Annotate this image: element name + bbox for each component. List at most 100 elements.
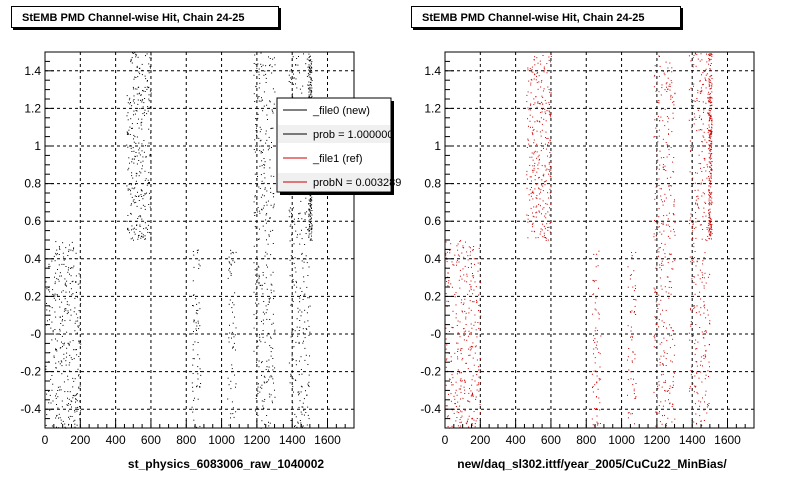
data-point	[665, 170, 667, 171]
data-point	[139, 226, 141, 227]
data-point	[711, 55, 713, 57]
data-point	[140, 172, 142, 174]
data-point	[669, 253, 671, 255]
data-point	[235, 349, 236, 351]
data-point	[665, 83, 667, 85]
data-point	[701, 141, 703, 143]
data-point	[478, 376, 480, 378]
data-point	[669, 85, 671, 87]
data-point	[695, 221, 697, 223]
data-point	[666, 340, 668, 342]
data-point	[310, 85, 312, 87]
data-point	[550, 204, 552, 205]
data-point	[232, 407, 234, 409]
data-point	[711, 119, 713, 121]
data-point	[303, 281, 305, 283]
data-point	[272, 313, 274, 315]
data-point	[710, 75, 712, 77]
data-point	[710, 194, 712, 195]
data-point	[450, 283, 452, 285]
data-point	[710, 192, 712, 194]
data-point	[661, 423, 663, 425]
data-point	[598, 379, 600, 381]
data-point	[660, 94, 662, 96]
data-point	[51, 321, 53, 323]
data-point	[456, 342, 458, 344]
data-point	[706, 227, 708, 228]
data-point	[297, 422, 299, 424]
data-point	[60, 323, 62, 324]
data-point	[134, 158, 135, 160]
data-point	[230, 388, 232, 390]
data-point	[132, 200, 134, 202]
data-point	[461, 415, 463, 417]
data-point	[460, 388, 461, 390]
data-point	[311, 198, 313, 200]
data-point	[261, 180, 263, 182]
x-tick-label: 0	[42, 433, 49, 447]
data-point	[708, 198, 710, 200]
data-point	[271, 72, 273, 74]
data-point	[59, 306, 61, 308]
data-point	[477, 384, 479, 386]
data-point	[131, 203, 132, 205]
data-point	[537, 156, 539, 158]
data-point	[291, 217, 293, 219]
data-point	[545, 217, 547, 219]
data-point	[658, 216, 660, 218]
data-point	[542, 200, 544, 202]
data-point	[709, 100, 711, 102]
data-point	[663, 350, 665, 352]
data-point	[476, 409, 478, 411]
data-point	[58, 417, 59, 419]
data-point	[691, 239, 693, 241]
data-point	[229, 332, 231, 334]
data-point	[701, 195, 703, 197]
data-point	[270, 347, 272, 348]
data-point	[465, 362, 467, 364]
data-point	[706, 331, 707, 333]
data-point	[473, 411, 475, 413]
data-point	[668, 184, 670, 186]
y-axis: -0.4-0.2-00.20.40.60.811.21.4	[20, 51, 54, 429]
data-point	[690, 151, 692, 152]
data-point	[473, 258, 475, 260]
data-point	[256, 67, 258, 69]
data-point	[710, 114, 712, 116]
data-point	[709, 196, 711, 198]
data-point	[258, 238, 260, 240]
data-point	[673, 214, 675, 215]
data-point	[192, 251, 194, 252]
data-point	[478, 310, 479, 312]
data-point	[664, 74, 666, 76]
data-point	[310, 205, 312, 207]
data-point	[297, 421, 299, 423]
data-point	[258, 87, 260, 89]
data-point	[709, 273, 711, 275]
data-point	[64, 426, 66, 428]
data-point	[302, 85, 304, 87]
data-point	[662, 363, 664, 365]
data-point	[64, 308, 66, 310]
data-point	[264, 230, 266, 232]
data-point	[309, 214, 311, 216]
data-point	[264, 341, 266, 343]
data-point	[672, 161, 674, 163]
data-point	[701, 424, 703, 426]
data-point	[298, 406, 300, 408]
data-point	[531, 152, 533, 154]
data-point	[67, 391, 69, 393]
data-point	[265, 65, 267, 67]
data-point	[58, 280, 60, 282]
data-point	[458, 412, 460, 413]
data-point	[673, 205, 675, 207]
data-point	[293, 284, 295, 286]
data-point	[692, 335, 694, 337]
data-point	[711, 104, 713, 106]
data-point	[67, 255, 69, 256]
data-point	[133, 110, 135, 112]
data-point	[596, 375, 598, 377]
data-point	[527, 91, 529, 93]
data-point	[446, 281, 448, 282]
data-point	[70, 309, 72, 311]
